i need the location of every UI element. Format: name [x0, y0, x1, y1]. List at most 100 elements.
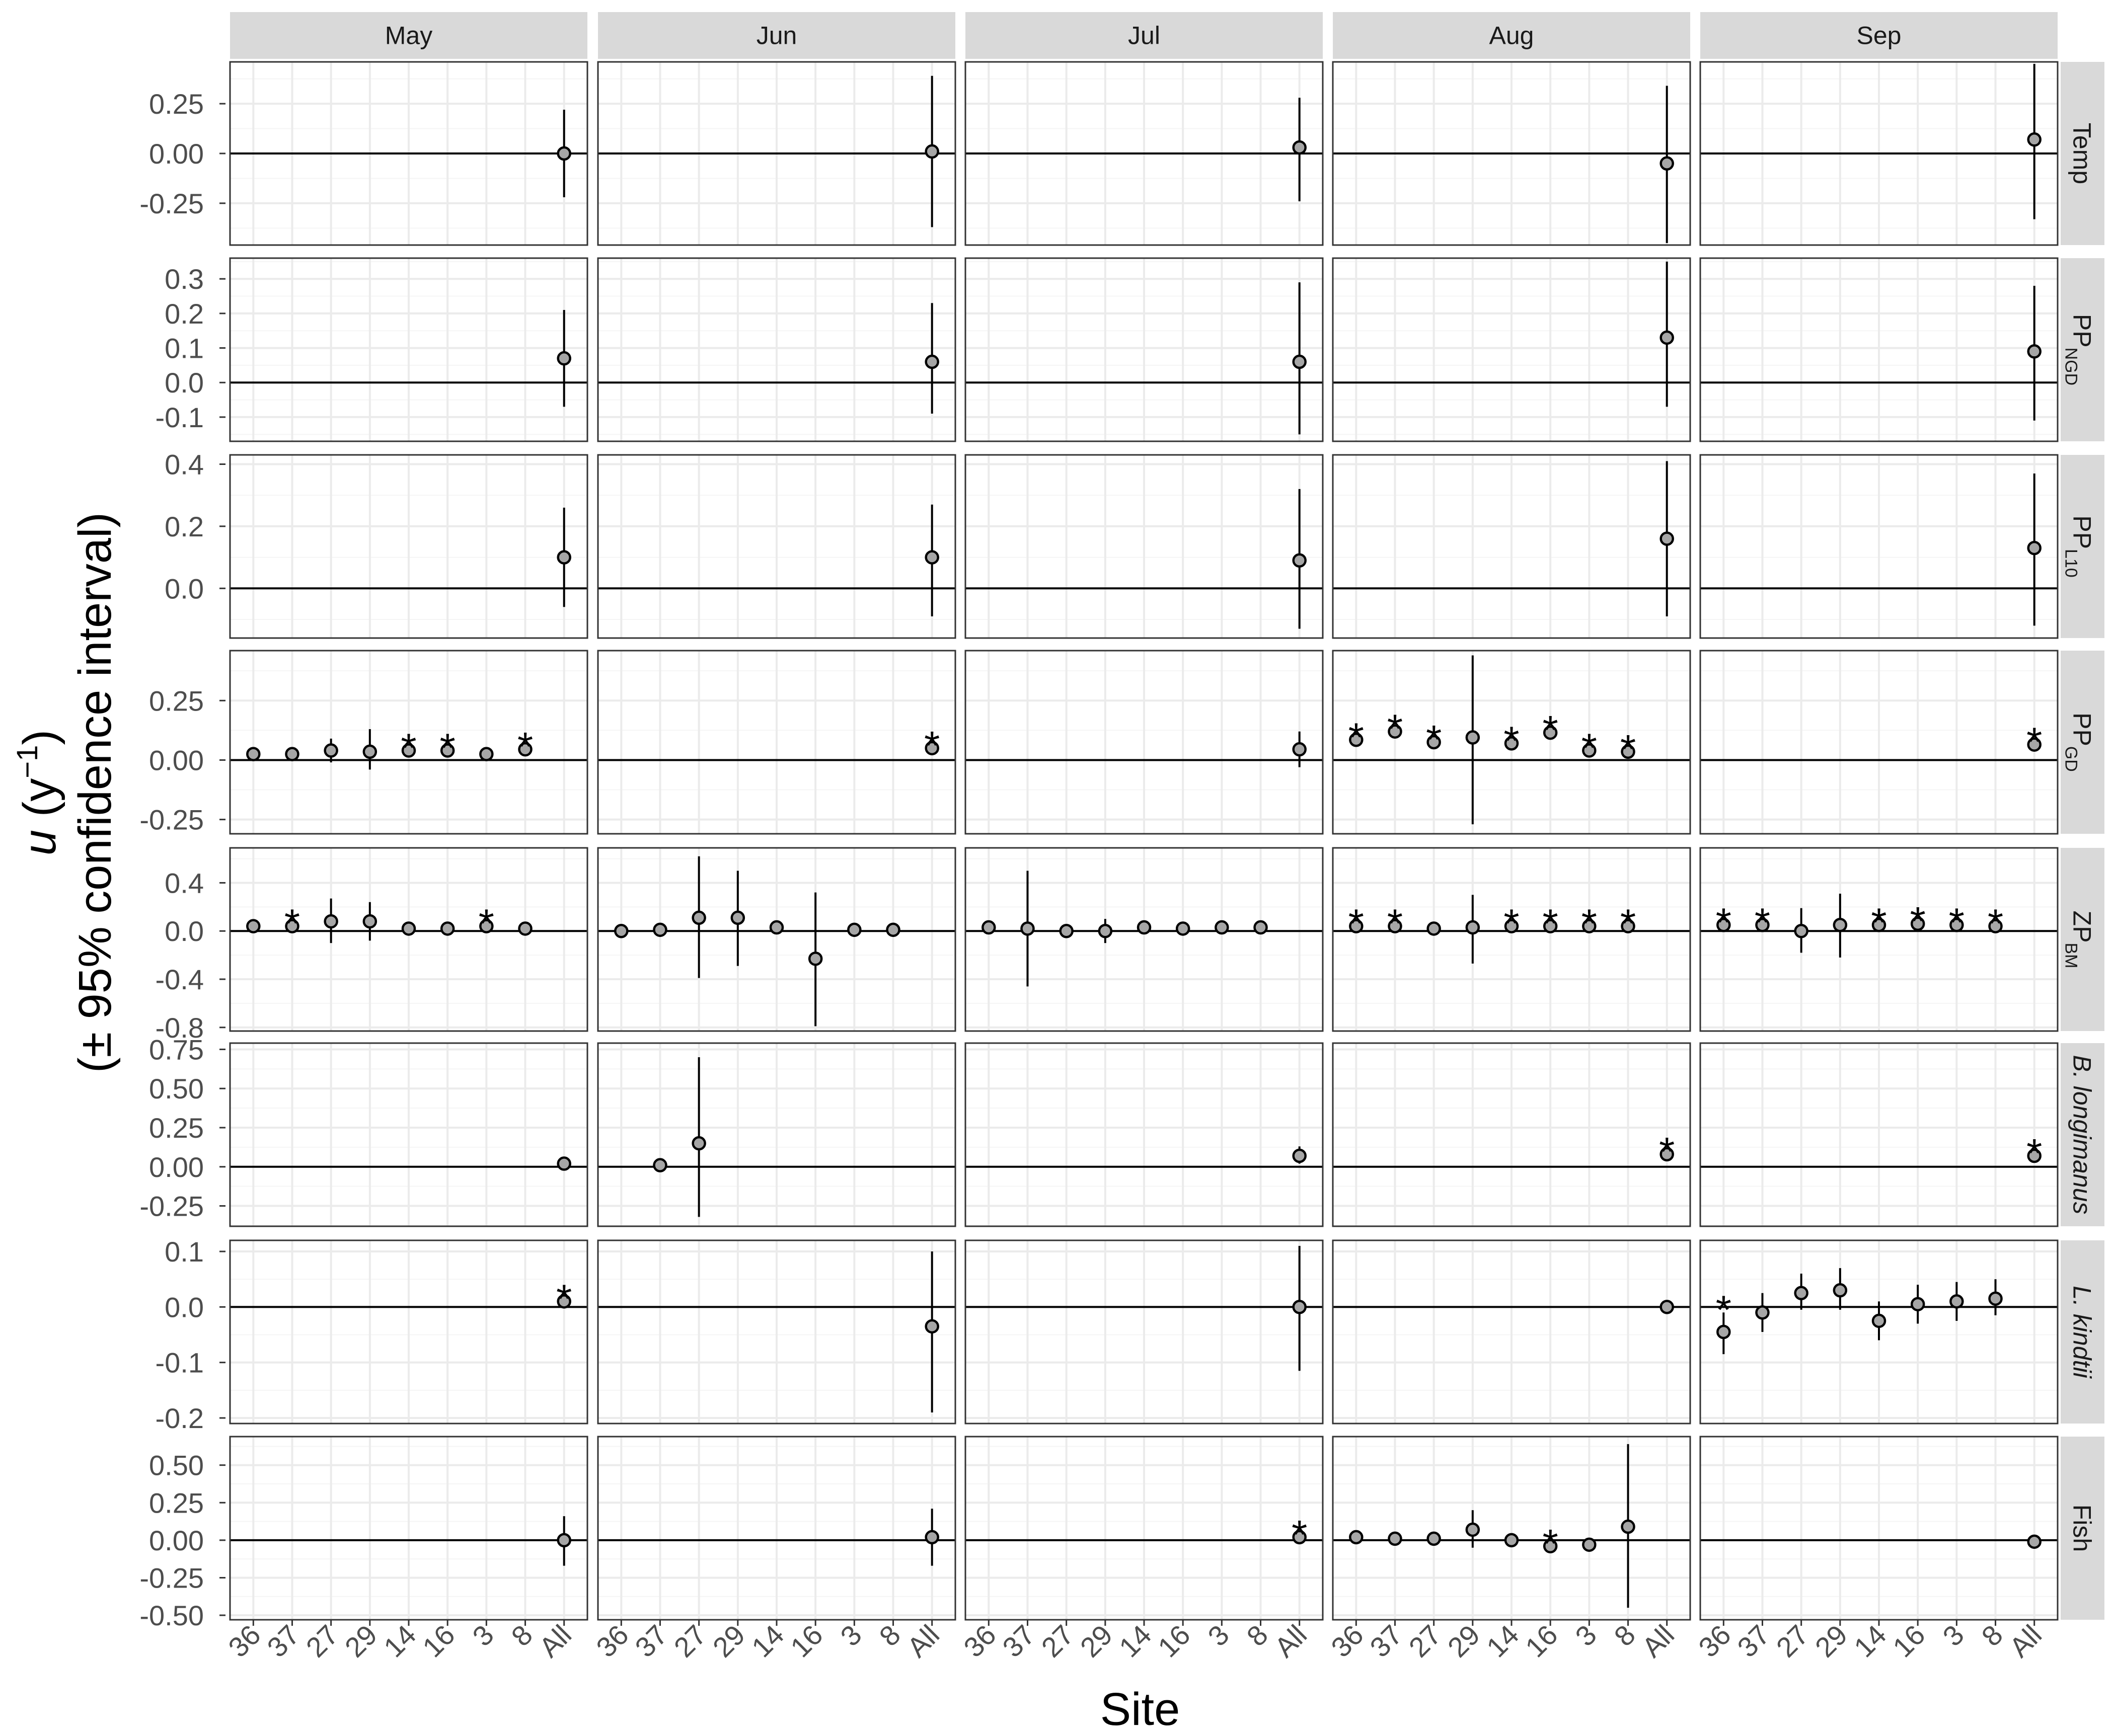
- panel-frame: [229, 454, 588, 639]
- data-point: [1388, 724, 1402, 739]
- y-tick-label: 0.2: [165, 298, 204, 330]
- panel-frame: [1332, 257, 1691, 442]
- y-tick-label: 0.00: [149, 744, 204, 776]
- data-point: [1175, 921, 1190, 936]
- x-tick-label: 14: [378, 1619, 422, 1664]
- panel-frame: [1332, 650, 1691, 835]
- panel-frame: [1332, 847, 1691, 1032]
- x-tick-label: 16: [1886, 1619, 1931, 1664]
- data-point: [808, 952, 823, 966]
- y-tick-label: 0.2: [165, 511, 204, 542]
- data-point: [1388, 919, 1402, 933]
- data-point: [1504, 919, 1519, 933]
- row-strip-bg: [2061, 62, 2104, 245]
- strip-bg-jul: [965, 12, 1323, 59]
- y-tick-label: 0.25: [149, 1487, 204, 1519]
- y-tick-label: 0.00: [149, 1151, 204, 1183]
- y-tick-label: -0.4: [156, 964, 204, 995]
- y-axis-subtitle: (± 95% confidence interval): [69, 512, 121, 1073]
- data-point: [1349, 919, 1364, 933]
- significance-star: *: [517, 724, 533, 769]
- x-tick-label: 29: [1074, 1619, 1119, 1664]
- data-point: [925, 741, 939, 756]
- data-point: [1543, 725, 1558, 740]
- x-tick-label: All: [2003, 1619, 2048, 1664]
- row-strip-label: PPGD: [2062, 713, 2096, 772]
- data-point: [1292, 354, 1307, 369]
- y-tick-label: 0.25: [149, 685, 204, 717]
- data-point: [479, 747, 494, 761]
- x-tick-label: 36: [590, 1619, 635, 1664]
- data-point: [1059, 923, 1074, 938]
- y-tick-label: -0.25: [139, 1562, 204, 1594]
- significance-star: *: [401, 726, 416, 770]
- data-point: [925, 144, 939, 159]
- significance-star: *: [1387, 901, 1403, 946]
- y-axis-title: u (y−1) (± 95% confidence interval): [11, 512, 121, 1073]
- row-strip-label: B. longimanus: [2068, 1055, 2096, 1215]
- data-point: [518, 742, 533, 757]
- data-point: [1582, 1537, 1597, 1552]
- data-point: [1871, 1313, 1886, 1328]
- x-tick-label: 16: [1152, 1619, 1196, 1664]
- frame-layer: [229, 61, 2059, 1621]
- panel-frame: [597, 847, 956, 1032]
- data-point: [2027, 540, 2042, 556]
- marks-layer: * * * * * * * * * * * * * * * * * * * * * * * * * * * * * * * *: [246, 63, 2042, 1608]
- data-point: [1465, 1522, 1480, 1537]
- significance-star: *: [556, 1276, 572, 1321]
- svg-text:u (y−1): u (y−1): [11, 730, 65, 855]
- panel-frame: [229, 847, 588, 1032]
- x-tick-label: 3: [466, 1619, 500, 1652]
- x-tick-label: 36: [222, 1619, 267, 1664]
- significance-star: *: [479, 901, 494, 946]
- y-tick-label: 0.25: [149, 88, 204, 120]
- data-point: [653, 1158, 667, 1172]
- panel-frame: [964, 61, 1324, 246]
- significance-star: *: [1871, 900, 1886, 944]
- significance-star: *: [1387, 706, 1403, 751]
- panel-frame: [597, 1042, 956, 1227]
- x-tick-label: 16: [784, 1619, 829, 1664]
- panel-frame: [1332, 1042, 1691, 1227]
- x-tick-label: 36: [1692, 1619, 1737, 1664]
- data-point: [653, 922, 667, 937]
- y-tick-label: 0.0: [165, 367, 204, 399]
- data-point: [1504, 1533, 1519, 1548]
- panel-frame: [1699, 847, 2059, 1032]
- data-point: [557, 146, 571, 161]
- significance-star: *: [1543, 901, 1558, 946]
- significance-star: *: [1348, 715, 1364, 759]
- data-point: [692, 910, 706, 925]
- x-tick-label: 29: [707, 1619, 751, 1664]
- x-tick-label: 27: [1035, 1619, 1080, 1664]
- panel-frame: [1699, 1239, 2059, 1425]
- data-point: [1659, 1300, 1674, 1314]
- strip-label-aug: Aug: [1489, 22, 1534, 50]
- significance-star: *: [1581, 726, 1597, 770]
- y-tick-label: -0.1: [156, 402, 204, 433]
- x-tick-label: 36: [1325, 1619, 1370, 1664]
- data-point: [925, 1319, 939, 1334]
- y-tick-label: -0.50: [139, 1600, 204, 1631]
- x-tick-label: 8: [505, 1619, 539, 1652]
- data-point: [1215, 920, 1229, 935]
- row-strip-label: Fish: [2068, 1505, 2096, 1552]
- significance-star: *: [1659, 1129, 1675, 1174]
- y-tick-label: 0.50: [149, 1073, 204, 1104]
- x-tick-label: 3: [834, 1619, 868, 1652]
- data-point: [730, 910, 745, 925]
- data-point: [925, 354, 939, 369]
- data-point: [557, 1294, 571, 1309]
- strip-label-sep: Sep: [1857, 22, 1902, 50]
- panel-frame: [597, 1239, 956, 1425]
- panel-frame: [597, 650, 956, 835]
- x-tick-label: 37: [1364, 1619, 1408, 1664]
- x-tick-label: All: [1268, 1619, 1313, 1664]
- data-point: [1543, 1539, 1558, 1554]
- y-tick-label: 0.00: [149, 1525, 204, 1556]
- data-point: [614, 923, 629, 938]
- data-point: [246, 919, 261, 933]
- significance-star: *: [1503, 901, 1519, 946]
